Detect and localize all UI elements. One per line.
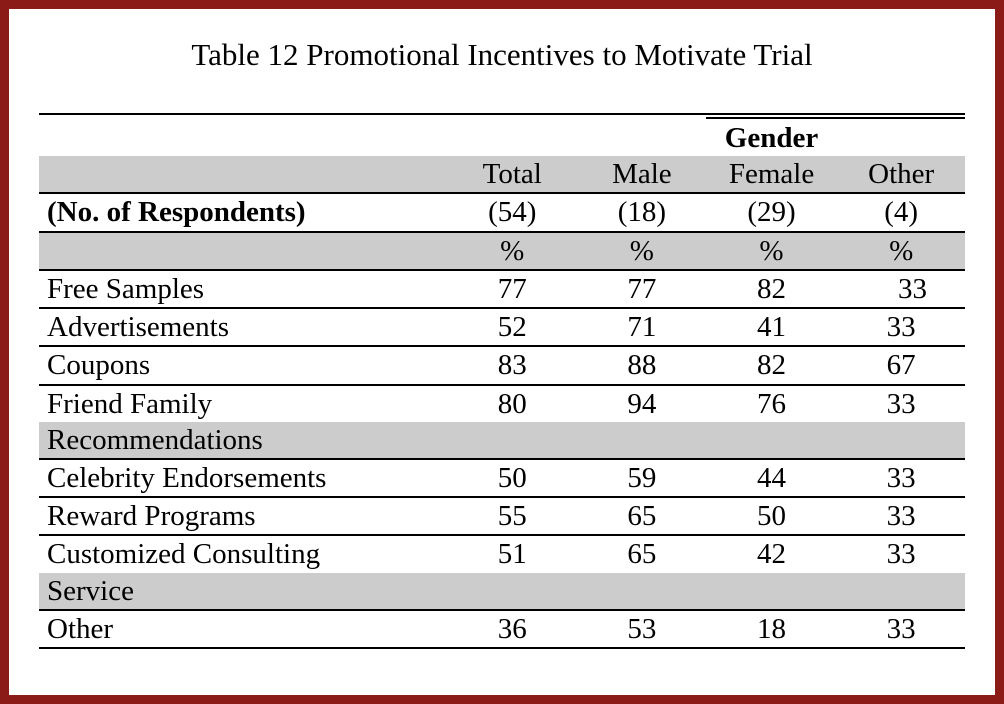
respondents-male: (18) [576,193,706,231]
row-label: Celebrity Endorsements [39,459,446,497]
gender-header-label: Gender [725,122,818,154]
row-label: Other [39,610,446,648]
cell-male: 77 [576,270,706,308]
cell-other: 33 [835,610,965,648]
col-female: Female [706,156,836,193]
table-row-continuation: Recommendations [39,422,965,459]
col-male: Male [576,156,706,193]
respondents-total: (54) [446,193,576,231]
cell-female: 41 [706,308,836,346]
cell-other: 33 [835,497,965,535]
cell-other: 33 [835,270,965,308]
pct-other: % [835,232,965,270]
respondents-other: (4) [835,193,965,231]
respondents-label: (No. of Respondents) [39,193,446,231]
cell-female: 50 [706,497,836,535]
table-row: Customized Consulting51654233 [39,535,965,572]
cell-male: 88 [576,346,706,384]
cell-female: 76 [706,385,836,422]
cell-total: 80 [446,385,576,422]
column-header-row: Total Male Female Other [39,156,965,193]
table-row-continuation: Service [39,573,965,610]
cell-male: 53 [576,610,706,648]
col-other: Other [835,156,965,193]
percent-row: % % % % [39,232,965,270]
cell-female: 44 [706,459,836,497]
cell-total: 77 [446,270,576,308]
pct-female: % [706,232,836,270]
cell-total: 55 [446,497,576,535]
table-row: Free Samples77778233 [39,270,965,308]
cell-other: 67 [835,346,965,384]
incentives-table: Gender Total Male Female Other (No. of R… [39,113,965,649]
cell-other: 33 [835,385,965,422]
table-frame: Table 12 Promotional Incentives to Motiv… [0,0,1004,704]
cell-female: 42 [706,535,836,572]
pct-male: % [576,232,706,270]
table-row: Coupons83888267 [39,346,965,384]
cell-other: 33 [835,459,965,497]
cell-other: 33 [835,535,965,572]
table-row: Other36531833 [39,610,965,648]
respondents-row: (No. of Respondents) (54) (18) (29) (4) [39,193,965,231]
row-label: Customized Consulting [39,535,446,572]
respondents-female: (29) [706,193,836,231]
gender-header-row: Gender [39,118,965,156]
table-row: Celebrity Endorsements50594433 [39,459,965,497]
row-label: Coupons [39,346,446,384]
cell-male: 71 [576,308,706,346]
table-row: Friend Family80947633 [39,385,965,422]
cell-total: 51 [446,535,576,572]
cell-female: 82 [706,346,836,384]
cell-other: 33 [835,308,965,346]
cell-male: 94 [576,385,706,422]
cell-total: 36 [446,610,576,648]
col-total: Total [446,156,576,193]
row-label: Friend Family [39,385,446,422]
table-title: Table 12 Promotional Incentives to Motiv… [39,37,965,73]
row-label-cont: Service [39,573,446,610]
cell-total: 83 [446,346,576,384]
cell-male: 65 [576,497,706,535]
table-row: Advertisements52714133 [39,308,965,346]
row-label: Reward Programs [39,497,446,535]
cell-female: 18 [706,610,836,648]
row-label: Free Samples [39,270,446,308]
cell-total: 50 [446,459,576,497]
table-row: Reward Programs55655033 [39,497,965,535]
cell-female: 82 [706,270,836,308]
table-body: Free Samples77778233Advertisements527141… [39,270,965,648]
row-label-cont: Recommendations [39,422,446,459]
cell-male: 65 [576,535,706,572]
row-label: Advertisements [39,308,446,346]
pct-total: % [446,232,576,270]
cell-total: 52 [446,308,576,346]
cell-male: 59 [576,459,706,497]
